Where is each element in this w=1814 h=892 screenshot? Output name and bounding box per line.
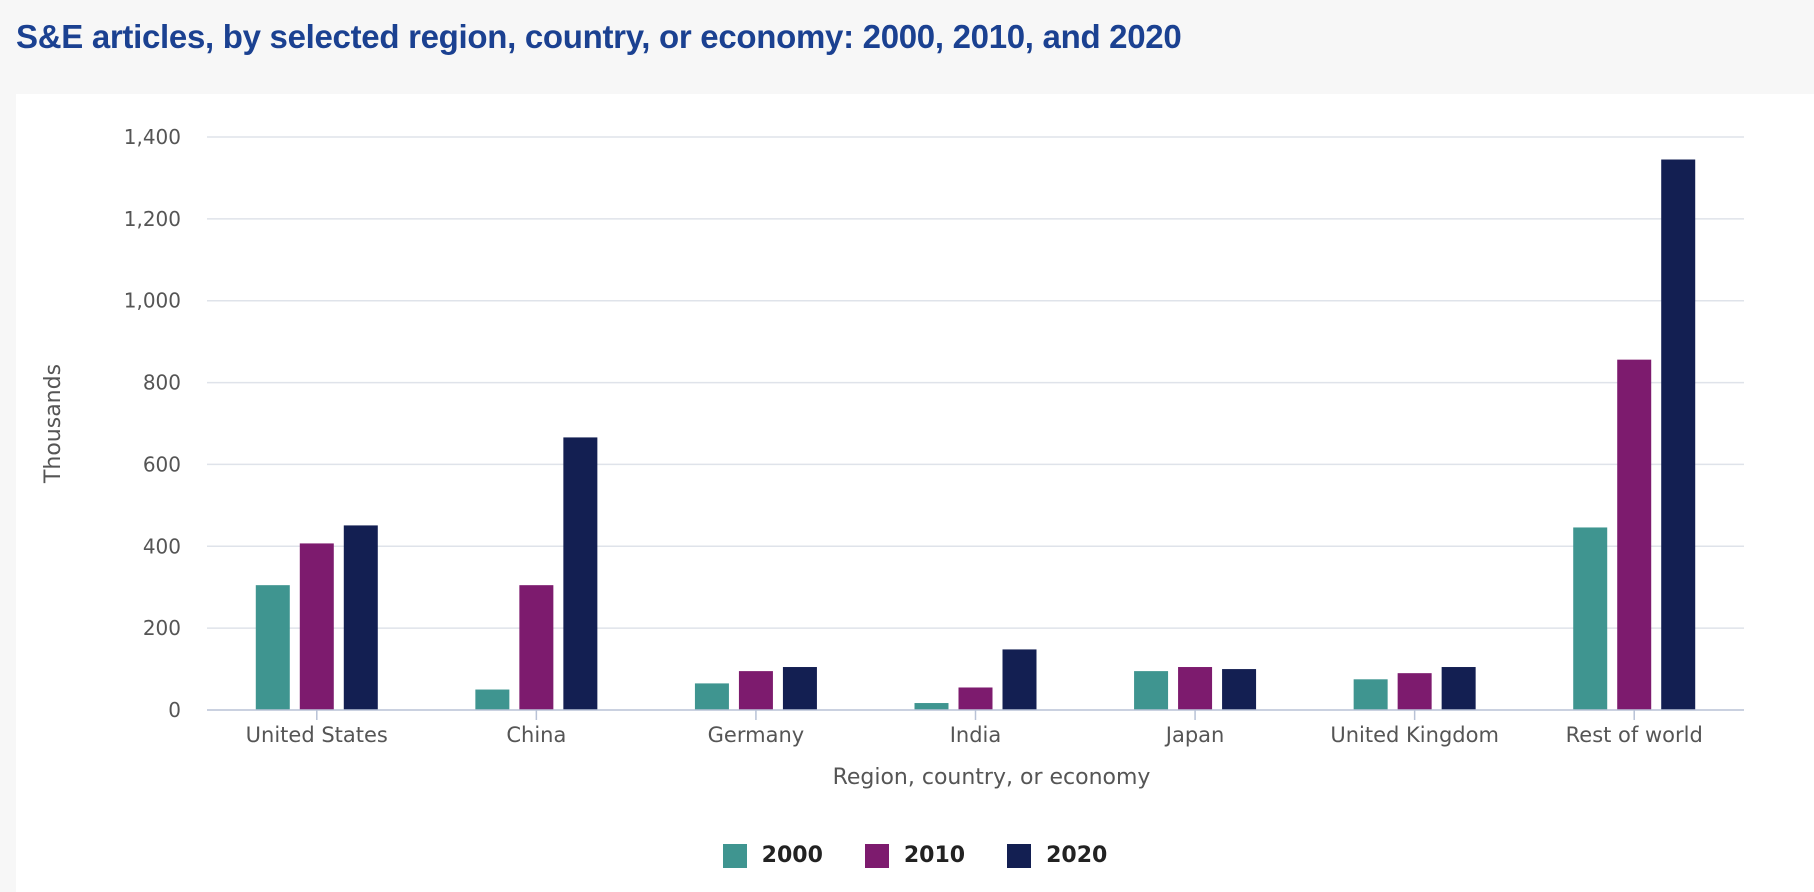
bar-2010[interactable] [738, 671, 773, 710]
x-tick-label: India [950, 723, 1002, 747]
x-axis-title: Region, country, or economy [833, 765, 1151, 790]
bar-chart: 0 200 400 600 800 1,000 1,200 1,400 United Stat… [41, 125, 1744, 790]
y-tick-label: 1,200 [124, 207, 181, 231]
bars [255, 159, 1696, 710]
x-tick-label: United Kingdom [1330, 723, 1499, 747]
bar-2010[interactable] [519, 585, 554, 710]
y-tick-label: 400 [143, 534, 181, 558]
y-tick-label: 1,000 [124, 289, 181, 313]
legend-label: 2020 [1046, 843, 1108, 868]
bar-2020[interactable] [1002, 649, 1037, 710]
y-axis-ticks: 0 200 400 600 800 1,000 1,200 1,400 [124, 125, 181, 722]
bar-2020[interactable] [563, 437, 598, 710]
y-axis-title: Thousands [41, 364, 66, 484]
bar-2000[interactable] [914, 703, 949, 710]
legend-item-2020[interactable]: 2020 [1007, 843, 1107, 868]
x-tick-label: United States [246, 723, 388, 747]
x-tick-label: Rest of world [1566, 723, 1703, 747]
chart-title: S&E articles, by selected region, countr… [16, 18, 1182, 55]
legend: 2000 2010 2020 [16, 843, 1814, 868]
bar-2010[interactable] [1397, 673, 1432, 710]
legend-swatch [864, 843, 889, 868]
bar-2020[interactable] [1441, 667, 1476, 710]
bar-2020[interactable] [1222, 669, 1257, 710]
bar-2010[interactable] [1617, 359, 1652, 710]
x-tick-label: Germany [708, 723, 805, 747]
bar-2010[interactable] [1178, 667, 1213, 710]
legend-label: 2000 [761, 843, 823, 868]
bar-2020[interactable] [343, 525, 378, 710]
y-tick-label: 0 [168, 698, 181, 722]
bar-2010[interactable] [958, 687, 993, 710]
bar-2000[interactable] [1573, 527, 1608, 710]
chart-panel: 0 200 400 600 800 1,000 1,200 1,400 United Stat… [16, 94, 1814, 892]
y-tick-label: 800 [143, 371, 181, 395]
gridlines [207, 136, 1744, 629]
x-tick-label: Japan [1164, 723, 1225, 747]
bar-2000[interactable] [694, 683, 729, 710]
bar-2010[interactable] [299, 543, 334, 710]
x-axis: United States China Germany India Japan Unite… [207, 709, 1744, 747]
x-tick-label: China [506, 723, 566, 747]
legend-label: 2010 [903, 843, 966, 868]
legend-swatch [722, 843, 747, 868]
y-tick-label: 600 [143, 452, 181, 476]
legend-item-2010[interactable]: 2010 [864, 843, 966, 868]
y-tick-label: 1,400 [124, 125, 181, 149]
bar-2000[interactable] [1134, 671, 1169, 710]
bar-2000[interactable] [255, 585, 290, 710]
legend-swatch [1007, 843, 1032, 868]
bar-2000[interactable] [475, 689, 510, 710]
bar-2020[interactable] [1661, 159, 1696, 710]
bar-2020[interactable] [782, 667, 817, 710]
legend-item-2000[interactable]: 2000 [722, 843, 823, 868]
y-tick-label: 200 [143, 616, 181, 640]
bar-2000[interactable] [1353, 679, 1388, 710]
